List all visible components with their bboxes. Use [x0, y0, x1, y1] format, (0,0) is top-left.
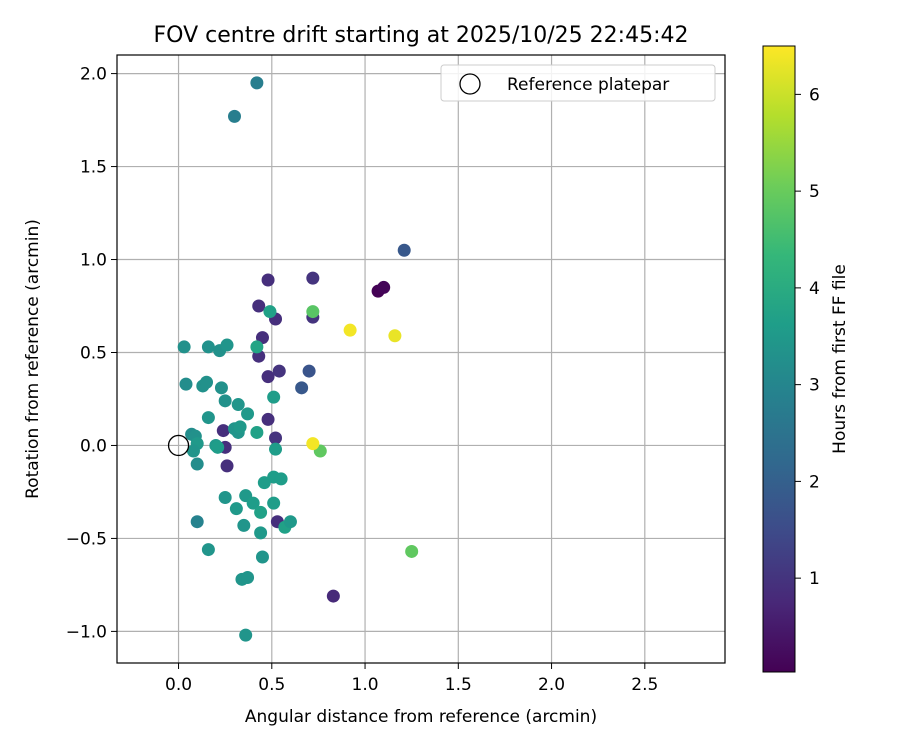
data-point — [254, 505, 268, 519]
data-point — [201, 411, 215, 425]
colorbar-frame — [762, 45, 796, 673]
data-point — [326, 589, 340, 603]
colorbar-tick-label: 1 — [809, 569, 820, 589]
data-point — [233, 420, 247, 434]
colorbar-tick-label: 2 — [809, 472, 820, 492]
data-point — [306, 271, 320, 285]
data-point — [377, 280, 391, 294]
legend-box — [440, 64, 716, 102]
data-point — [237, 518, 251, 532]
reference-marker-layer — [167, 434, 190, 457]
data-point — [257, 476, 271, 490]
y-axis-label: Rotation from reference (arcmin) — [23, 219, 43, 499]
data-point — [250, 425, 264, 439]
data-point — [186, 444, 200, 458]
colorbar-tick-label: 6 — [809, 85, 820, 105]
data-point — [231, 398, 245, 412]
colorbar-tick-label: 4 — [809, 279, 820, 299]
x-tick-label: 1.0 — [352, 675, 379, 695]
data-point — [283, 515, 297, 529]
data-point — [241, 570, 255, 584]
data-point — [227, 109, 241, 123]
data-point — [220, 459, 234, 473]
reference-platepar-marker — [167, 434, 190, 457]
data-point — [255, 550, 269, 564]
data-point — [263, 305, 277, 319]
colorbar-tick-label: 5 — [809, 182, 820, 202]
data-point — [388, 329, 402, 343]
data-point — [302, 364, 316, 378]
colorbar-ticks: 1 2 3 4 5 6 — [795, 85, 820, 589]
data-point — [177, 340, 191, 354]
y-tick-label: 2.0 — [80, 65, 107, 85]
data-point — [201, 340, 215, 354]
data-point — [239, 628, 253, 642]
x-tick-label: 2.5 — [631, 675, 658, 695]
colorbar: 1 2 3 4 5 6 Hours from first FF file — [762, 45, 850, 673]
data-point — [269, 442, 283, 456]
x-axis-ticks: 0.0 0.5 1.0 1.5 2.0 2.5 — [165, 663, 658, 695]
legend: Reference platepar — [440, 64, 716, 102]
data-point — [306, 437, 320, 451]
data-point — [267, 496, 281, 510]
data-point — [295, 381, 309, 395]
data-point — [229, 502, 243, 516]
colorbar-label: Hours from first FF file — [830, 264, 850, 454]
grid — [117, 55, 725, 663]
data-point — [261, 412, 275, 426]
data-point — [200, 375, 214, 389]
x-tick-label: 1.5 — [445, 675, 472, 695]
data-point — [190, 515, 204, 529]
plot-frame — [116, 54, 726, 664]
data-point — [241, 407, 255, 421]
data-point — [405, 544, 419, 558]
data-points — [177, 76, 419, 642]
data-point — [214, 381, 228, 395]
data-point — [218, 491, 232, 505]
data-point — [267, 390, 281, 404]
data-point — [216, 424, 230, 438]
x-tick-label: 0.5 — [258, 675, 285, 695]
data-point — [201, 543, 215, 557]
data-point — [250, 340, 264, 354]
data-point — [190, 457, 204, 471]
data-point — [218, 394, 232, 408]
y-tick-label: 0.5 — [80, 343, 107, 363]
colorbar-tick-label: 3 — [809, 376, 820, 396]
data-point — [261, 273, 275, 287]
data-point — [246, 496, 260, 510]
data-point — [220, 338, 234, 352]
data-point — [397, 243, 411, 257]
data-point — [274, 472, 288, 486]
legend-entry-label: Reference platepar — [507, 75, 669, 95]
data-point — [179, 377, 193, 391]
x-tick-label: 2.0 — [538, 675, 565, 695]
data-point — [343, 323, 357, 337]
y-tick-label: −1.0 — [66, 622, 107, 642]
y-tick-label: 0.0 — [80, 436, 107, 456]
data-point — [306, 305, 320, 319]
chart-title: FOV centre drift starting at 2025/10/25 … — [154, 23, 689, 48]
data-point — [269, 431, 283, 445]
data-point — [272, 364, 286, 378]
x-tick-label: 0.0 — [165, 675, 192, 695]
y-tick-label: 1.0 — [80, 251, 107, 271]
data-point — [254, 526, 268, 540]
y-axis-ticks: −1.0 −0.5 0.0 0.5 1.0 1.5 2.0 — [66, 65, 117, 642]
data-point — [250, 76, 264, 90]
data-point — [252, 299, 266, 313]
x-axis-label: Angular distance from reference (arcmin) — [245, 707, 597, 727]
legend-marker-open-circle — [459, 73, 481, 95]
data-point — [211, 440, 225, 454]
colorbar-gradient — [763, 46, 795, 672]
y-tick-label: −0.5 — [66, 529, 107, 549]
data-point — [261, 370, 275, 384]
y-tick-label: 1.5 — [80, 158, 107, 178]
